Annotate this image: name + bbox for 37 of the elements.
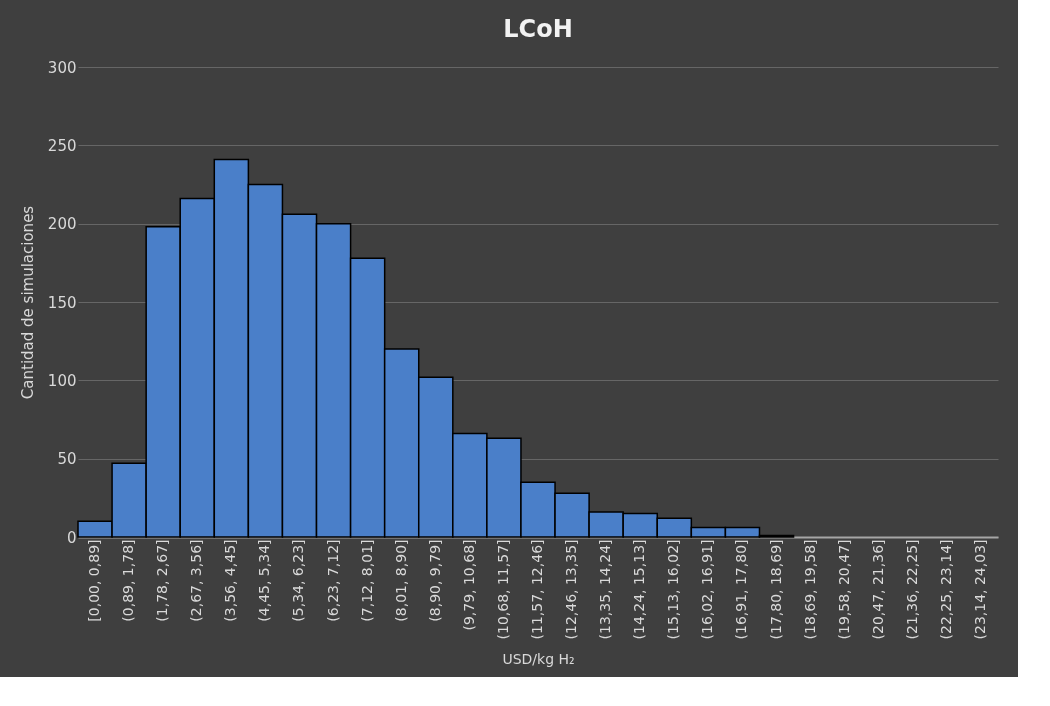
x-tick-label: (7,12, 8,01] [358,539,375,622]
x-tick-label: (5,34, 6,23] [290,539,307,622]
y-axis-title: Cantidad de simulaciones [18,205,37,400]
x-tick-label: (13,35, 14,24] [597,539,614,640]
x-tick-label: (18,69, 19,58] [801,539,818,640]
x-tick-label: (19,58, 20,47] [835,539,852,640]
x-tick-label: (16,91, 17,80] [733,539,750,640]
x-tick-label: (20,47, 21,36] [869,539,886,640]
y-tick-label: 0 [66,528,77,547]
y-tick-label: 50 [57,450,77,469]
x-tick-label: (1,78, 2,67] [154,539,171,622]
y-tick-label: 150 [47,293,77,312]
x-tick-label: (10,68, 11,57] [494,539,511,640]
x-tick-label: (9,79, 10,68] [460,539,477,631]
x-axis-title: USD/kg H₂ [502,651,575,668]
y-tick-label: 250 [47,136,77,155]
x-tick-label: (15,13, 16,02] [665,539,682,640]
y-tick-label: 100 [47,371,77,390]
x-tick-label: (23,14, 24,03] [971,539,988,640]
x-tick-label: (2,67, 3,56] [188,539,205,622]
x-tick-label: (16,02, 16,91] [699,539,716,640]
x-tick-label: (4,45, 5,34] [256,539,273,622]
y-tick-label: 300 [47,58,77,77]
x-tick-label: (8,90, 9,79] [426,539,443,622]
x-tick-label: (0,89, 1,78] [120,539,137,622]
x-tick-label: (12,46, 13,35] [563,539,580,640]
x-tick-label: (17,80, 18,69] [767,539,784,640]
x-tick-label: [0,00, 0,89] [86,539,103,622]
x-tick-label: (14,24, 15,13] [631,539,648,640]
x-tick-label: (6,23, 7,12] [324,539,341,622]
x-tick-label: (3,56, 4,45] [222,539,239,622]
x-tick-label: (22,25, 23,14] [937,539,954,640]
chart-title: LCoH [503,15,573,43]
y-tick-label: 200 [47,215,77,234]
x-tick-label: (21,36, 22,25] [903,539,920,640]
x-tick-label: (8,01, 8,90] [392,539,409,622]
x-tick-label: (11,57, 12,46] [529,539,545,640]
